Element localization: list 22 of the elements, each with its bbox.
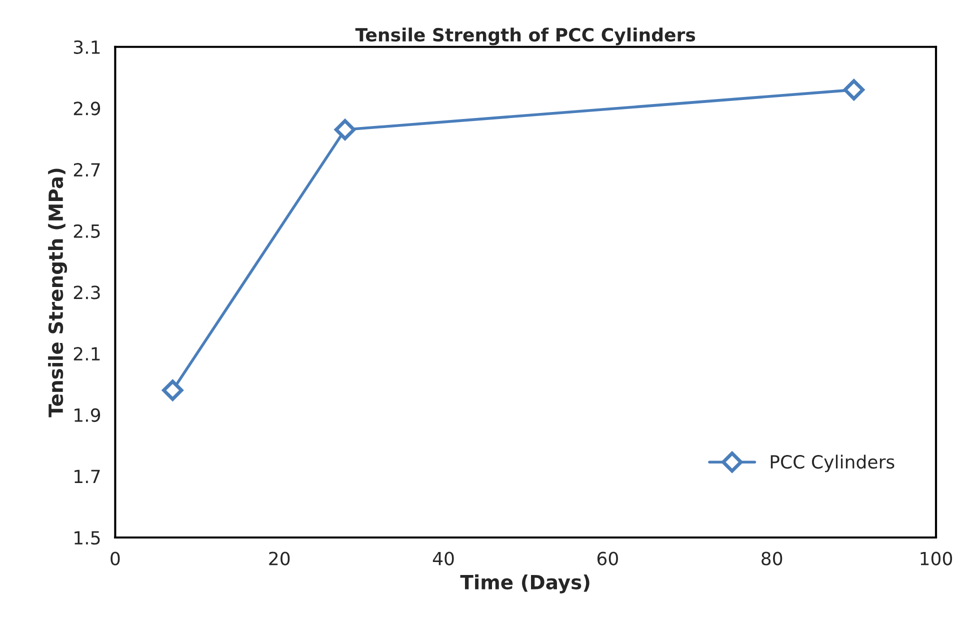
legend-label: PCC Cylinders	[770, 454, 894, 472]
chart-title: Tensile Strength of PCC Cylinders	[355, 28, 696, 46]
y-tick-label: 2.5	[74, 224, 100, 238]
y-tick-label: 2.3	[74, 286, 100, 300]
y-tick-label: 2.1	[74, 346, 100, 360]
point	[334, 119, 356, 140]
y-tick-label: 1.5	[74, 531, 100, 545]
point	[162, 380, 184, 401]
x-axis-title: Time (Days)	[460, 574, 590, 594]
y-axis-title: Tensile Strength (MPa)	[48, 168, 68, 418]
x-tick-label: 60	[597, 552, 618, 566]
x-tick-label: 40	[432, 552, 454, 566]
y-tick-label: 2.7	[74, 162, 100, 176]
y-tick-label: 1.9	[74, 408, 100, 422]
point	[843, 79, 864, 100]
y-tick-label: 1.7	[74, 470, 100, 484]
x-tick-label: 80	[762, 552, 782, 566]
y-tick-label: 2.9	[74, 102, 100, 116]
x-tick-label: 100	[920, 552, 952, 566]
x-tick-label: 20	[269, 552, 290, 566]
y-tick-label: 3.1	[74, 40, 100, 54]
x-tick-label: 0	[110, 552, 120, 566]
